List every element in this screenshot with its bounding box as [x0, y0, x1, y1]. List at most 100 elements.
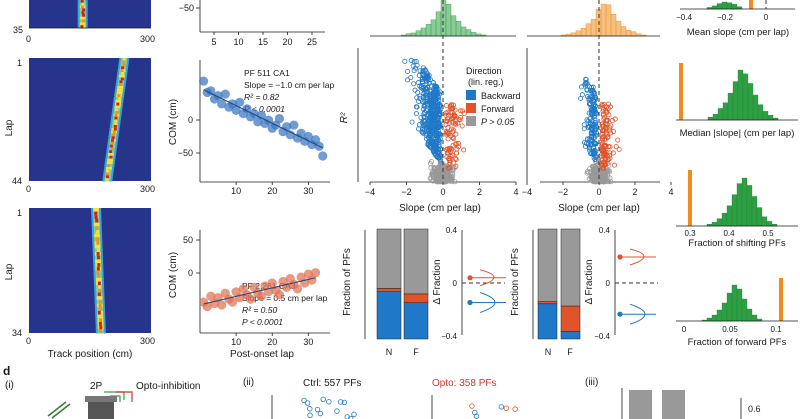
heatmap-cell [114, 113, 118, 118]
bars-ca1-cat-n: N [386, 347, 393, 357]
panel-d-sub-iii: (iii) [585, 377, 598, 388]
heatmap-cell [97, 296, 101, 301]
heatmap-middle-x-end: 300 [140, 184, 155, 194]
panel-d-ctrl-point [307, 412, 313, 418]
scatter-point-backward [422, 68, 428, 74]
marginal-bar [435, 11, 442, 37]
heatmap-cell [114, 122, 118, 126]
scatter-point-backward [409, 119, 415, 125]
scatter-point-ns [604, 168, 610, 174]
hist-shift-tick-1: 0.4 [723, 229, 735, 238]
scatter-point-forward [599, 101, 605, 107]
scatter-point-ns [587, 166, 593, 172]
com-xtick-label: 30 [303, 186, 313, 196]
heatmap-cell [109, 144, 113, 148]
scatter-point-backward [434, 123, 440, 129]
heatmap-cell [99, 325, 103, 330]
hist-median-slope: Median |slope| (cm per lap) [676, 63, 798, 139]
delta-backward-point [467, 299, 473, 306]
panel-d-opto-point [469, 403, 475, 409]
hist-mean-slope: −0.4 −0.2 0 Mean slope (cm per lap) [676, 0, 795, 38]
marginal-bar [585, 23, 592, 37]
heatmap-cell [115, 105, 119, 109]
scatter-point-backward [431, 103, 437, 109]
heatmap-cell [81, 11, 85, 15]
scatter-point-ns [431, 164, 437, 170]
heatmap-cell [98, 303, 102, 308]
scatter-point-backward [584, 117, 590, 123]
heatmap-cell [105, 175, 109, 179]
scatter-point-backward [416, 126, 422, 132]
panel-d-ctrl-point [344, 414, 350, 419]
marginal-bar [460, 26, 467, 37]
histogram-bar [706, 317, 713, 322]
scatter-point-backward [581, 122, 587, 128]
com-fit-line [203, 277, 316, 305]
heatmap-cell [97, 277, 101, 282]
heatmap-cell [96, 252, 100, 257]
com-xtick-label: 20 [267, 337, 277, 347]
heatmap-cell [95, 244, 99, 249]
scatter-point-ns [601, 178, 607, 184]
scatter-point-backward [436, 95, 442, 101]
heatmap-cell [116, 102, 120, 106]
panel-d: d (i) 2P Opto-inhibition (ii) Ctrl: 557 … [3, 364, 761, 419]
panel-d-bar-1 [629, 390, 652, 419]
heatmap-cell [107, 161, 111, 165]
heatmap-cell [109, 158, 113, 162]
panel-d-opto-inhibition: Opto-inhibition [136, 381, 200, 392]
heatmap-cell [99, 299, 103, 304]
heatmap-cell [120, 69, 124, 73]
scatter-point-backward [420, 118, 426, 124]
heatmap-cell [109, 150, 113, 154]
heatmap-bottom-lap-top: 1 [17, 208, 22, 218]
scatter-point-backward [421, 76, 427, 82]
scatter-point-ns [443, 179, 449, 185]
scatter-point-backward [591, 141, 597, 147]
panel-d-opto-point [473, 413, 480, 419]
scatter-point-backward [411, 68, 417, 74]
hist-mean-tick-1: −0.2 [717, 13, 733, 22]
hist-mean-tick-2: 0 [764, 13, 769, 22]
delta-ca1-tick-mid: 0 [453, 279, 458, 288]
scatter-ca1-ylabel: R² [339, 112, 350, 123]
legend-forward-swatch [466, 103, 476, 113]
scatter-ca3-xticks: −4 −2 0 2 4 [522, 182, 674, 197]
scatter-point-backward [417, 68, 423, 74]
delta-ca3-tick-mid: 0 [606, 279, 611, 288]
scatter-point-backward [427, 118, 433, 124]
scatter-point-backward [436, 142, 442, 148]
heatmap-cell [114, 116, 118, 120]
scatter-point-backward [583, 79, 589, 85]
panel-d-opto: Opto: 358 PFs [432, 378, 496, 389]
panel-d-bar-2 [662, 390, 685, 419]
scatter-point-forward [453, 156, 459, 162]
objective-lens-top-icon [85, 396, 117, 402]
stacked-bar-segment [376, 288, 402, 292]
scatter-point-backward [431, 98, 437, 104]
com-point [220, 89, 230, 99]
scatter-point-backward [432, 84, 438, 90]
delta-ca1-tick-top: 0.4 [446, 226, 458, 235]
heatmap-cell [118, 85, 122, 90]
stacked-bar-segment [537, 228, 558, 302]
heatmap-top-stripes [77, 0, 88, 29]
histogram-bar [731, 284, 738, 322]
histogram-bar [731, 194, 738, 227]
scatter-point-backward [412, 87, 418, 93]
scatter-point-backward [411, 58, 417, 64]
histogram-bar [746, 185, 753, 227]
heatmap-middle-lap-top: 1 [17, 58, 22, 68]
scatter-point-backward [589, 118, 595, 124]
hist-mean-slope-bars [706, 1, 743, 10]
scatter-point-backward [437, 149, 443, 155]
scatter-point-backward [589, 126, 595, 132]
delta-ca3-label: Δ Fraction [584, 259, 595, 304]
scatter-xtick-label: 0 [440, 187, 445, 197]
panel-d-2p: 2P [90, 381, 103, 392]
heatmap-cell [80, 25, 84, 29]
hist-frac-forward: 0 0.05 0.1 Fraction of forward PFs [676, 278, 798, 348]
com-top-xtick-label: 20 [282, 37, 292, 47]
legend-backward-label: Backward [481, 91, 521, 101]
heatmap-cell [80, 0, 84, 4]
